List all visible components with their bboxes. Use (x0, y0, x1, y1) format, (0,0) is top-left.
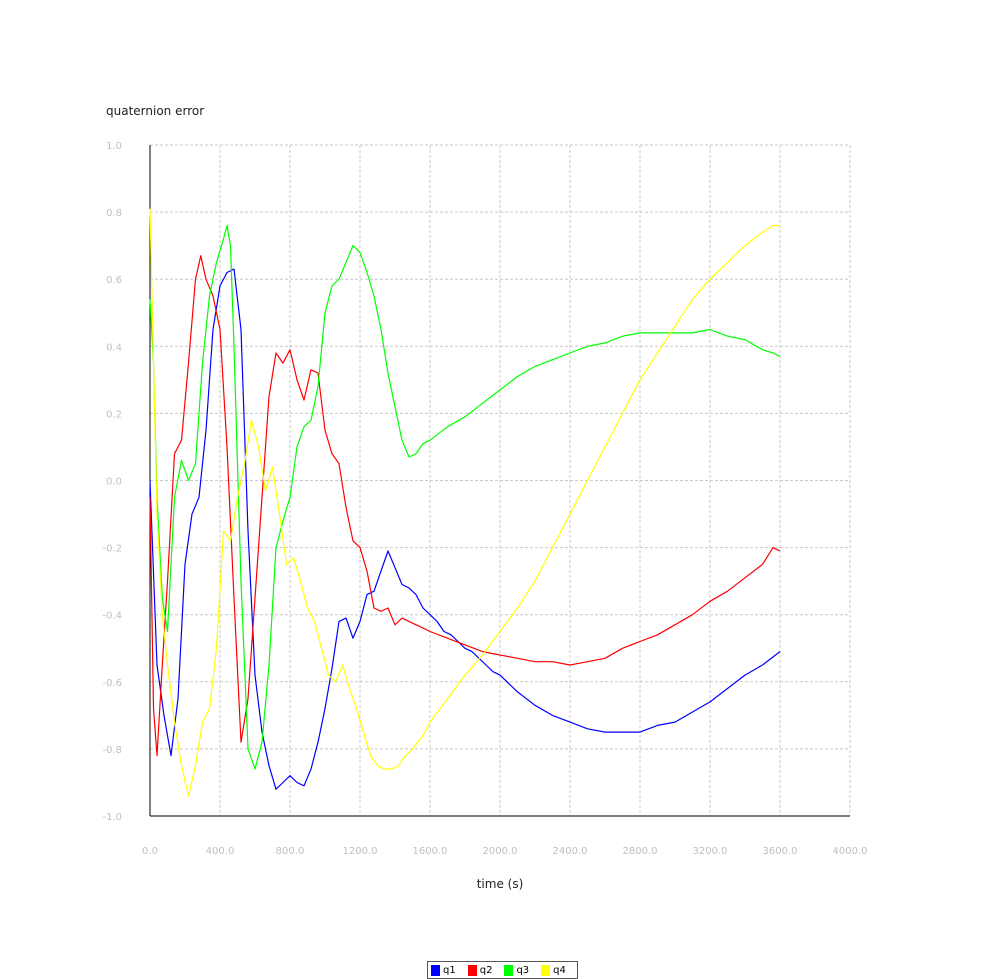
y-tick-label: -0.6 (102, 678, 122, 689)
y-tick-label: 0.0 (106, 477, 122, 488)
y-tick-label: 0.2 (106, 409, 122, 420)
x-tick-label: 3600.0 (763, 846, 798, 857)
y-tick-label: 0.8 (106, 208, 122, 219)
y-tick-label: -0.8 (102, 745, 122, 756)
grid-lines (150, 144, 851, 816)
y-tick-label: -1.0 (102, 812, 122, 823)
series-line-q4 (149, 208, 780, 797)
legend-item-q4: q4 (541, 964, 566, 976)
y-tick-label: 1.0 (106, 141, 122, 152)
series-line-q2 (149, 255, 781, 757)
legend-swatch-q1 (431, 964, 440, 976)
series-lines (149, 208, 781, 797)
x-tick-label: 2400.0 (553, 846, 588, 857)
x-tick-label: 400.0 (206, 846, 235, 857)
legend-label-q3: q3 (516, 964, 530, 976)
tick-labels: 0.0 400.0 800.0 1200.0 1600.0 2000.0 2400.0 280… (102, 141, 867, 857)
legend-swatch-q3 (504, 964, 514, 976)
series-line-q3 (149, 224, 781, 770)
legend: q1 q2 q3 q4 (427, 961, 578, 979)
y-tick-label: -0.4 (102, 611, 122, 622)
x-tick-label: 2000.0 (483, 846, 518, 857)
x-axis-label: time (s) (476, 877, 524, 891)
legend-label-q1: q1 (443, 964, 456, 976)
x-tick-label: 1200.0 (343, 846, 378, 857)
x-tick-label: 2800.0 (623, 846, 658, 857)
legend-swatch-q2 (467, 964, 477, 976)
legend-item-q2: q2 (467, 964, 493, 976)
legend-item-q3: q3 (504, 964, 530, 976)
series-line-q1 (149, 268, 781, 790)
legend-swatch-q4 (541, 964, 551, 976)
x-tick-label: 1600.0 (413, 846, 448, 857)
x-tick-label: 800.0 (276, 846, 305, 857)
x-tick-label: 4000.0 (833, 846, 868, 857)
legend-label-q4: q4 (553, 964, 566, 976)
x-tick-label: 0.0 (142, 846, 158, 857)
legend-item-q1: q1 (431, 964, 456, 976)
chart-title: quaternion error (106, 104, 205, 118)
x-tick-label: 3200.0 (693, 846, 728, 857)
y-tick-label: -0.2 (102, 544, 122, 555)
y-tick-label: 0.6 (106, 275, 122, 286)
legend-label-q2: q2 (479, 964, 493, 976)
y-tick-label: 0.4 (106, 342, 122, 353)
